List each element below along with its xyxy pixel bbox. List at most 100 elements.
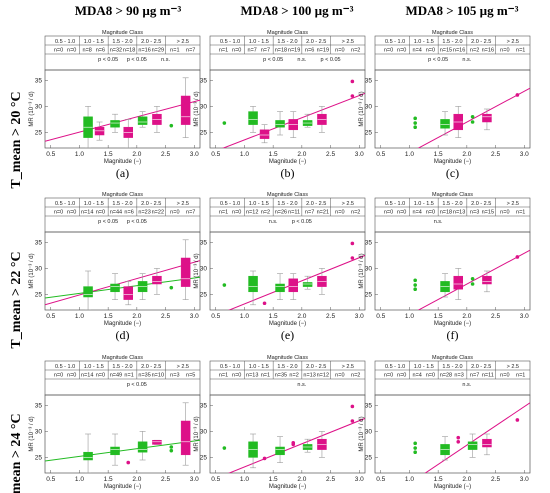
sample-count-label: n=14 bbox=[81, 210, 93, 216]
x-tick-label: 0.5 bbox=[211, 476, 220, 483]
sample-count-label: n=13 bbox=[453, 210, 465, 216]
sample-count-label: n=3 bbox=[170, 373, 179, 379]
panel-label: (g) bbox=[116, 491, 130, 493]
p-value-label: p < 0.05 bbox=[127, 57, 147, 63]
box-plot bbox=[152, 106, 162, 133]
sample-count-label: n=18 bbox=[123, 48, 135, 54]
sample-count-label: n=35 bbox=[138, 373, 150, 379]
box-plot bbox=[83, 270, 93, 310]
panel-label: (b) bbox=[281, 166, 295, 180]
sample-count-label: n=5 bbox=[186, 373, 195, 379]
x-tick-label: 3.0 bbox=[190, 476, 199, 483]
sample-count-label: n=0 bbox=[500, 210, 509, 216]
sample-count-label: n=19 bbox=[288, 48, 300, 54]
outlier-point bbox=[350, 79, 355, 84]
outlier-point bbox=[413, 283, 417, 287]
x-tick-label: 1.0 bbox=[75, 151, 84, 158]
class-label: 0.5 - 1.0 bbox=[220, 39, 240, 45]
outlier-point bbox=[291, 442, 296, 447]
x-tick-label: 1.0 bbox=[240, 151, 249, 158]
x-axis-label: Magnitude (−) bbox=[434, 321, 471, 327]
plot-frame bbox=[209, 231, 366, 311]
x-tick-label: 1.5 bbox=[434, 313, 443, 320]
sample-count-label: n=16 bbox=[482, 48, 494, 54]
outlier-point bbox=[222, 446, 227, 450]
box-plot bbox=[259, 124, 270, 144]
sample-count-label: n=0 bbox=[397, 373, 406, 379]
outlier-point bbox=[515, 255, 520, 259]
x-tick-label: 0.5 bbox=[376, 476, 385, 483]
box-body bbox=[137, 441, 148, 453]
box-body bbox=[110, 120, 120, 128]
box-body bbox=[152, 439, 162, 445]
outlier-point bbox=[262, 301, 267, 306]
sample-count-label: n=12 bbox=[317, 373, 329, 379]
outlier-point bbox=[350, 404, 355, 409]
class-label: 2.0 - 2.5 bbox=[306, 364, 326, 370]
x-tick-label: 0.5 bbox=[376, 151, 385, 158]
class-label: > 2.5 bbox=[507, 364, 519, 370]
class-label: 2.0 - 2.5 bbox=[141, 39, 161, 45]
box-plot bbox=[317, 106, 327, 133]
x-tick-label: 2.0 bbox=[132, 151, 141, 158]
class-label: 2.0 - 2.5 bbox=[306, 39, 326, 45]
outlier-point bbox=[413, 116, 417, 121]
sample-count-label: n=7 bbox=[186, 48, 195, 54]
sample-count-label: n=2 bbox=[351, 373, 360, 379]
x-tick-label: 3.0 bbox=[355, 151, 364, 158]
p-value-label: n.s. bbox=[297, 382, 306, 388]
class-label: 2.0 - 2.5 bbox=[141, 364, 161, 370]
x-tick-label: 2.5 bbox=[326, 476, 335, 483]
box-plot bbox=[180, 402, 191, 466]
x-tick-label: 3.0 bbox=[355, 313, 364, 320]
class-label: > 2.5 bbox=[342, 39, 354, 45]
plot-frame bbox=[374, 394, 531, 474]
x-tick-label: 3.0 bbox=[190, 313, 199, 320]
sample-count-label: n=8 bbox=[83, 48, 92, 54]
x-axis-label: Magnitude (−) bbox=[269, 159, 306, 165]
sample-count-label: n=2 bbox=[289, 373, 298, 379]
class-label: 1.0 - 1.5 bbox=[249, 201, 269, 207]
sample-count-label: n=19 bbox=[317, 48, 329, 54]
sample-count-label: n=6 bbox=[305, 48, 314, 54]
x-tick-label: 0.5 bbox=[211, 151, 220, 158]
plot-area bbox=[413, 402, 530, 473]
plot-frame bbox=[44, 394, 201, 474]
box-body bbox=[482, 438, 492, 448]
x-tick-label: 0.5 bbox=[376, 313, 385, 320]
box-body bbox=[467, 441, 478, 450]
panel: Magnitude Class 0.5 - 1.0 1.0 - 1.5 1.5 - 2… bbox=[359, 355, 531, 493]
x-tick-label: 2.5 bbox=[161, 313, 170, 320]
sample-count-label: n=35 bbox=[275, 373, 287, 379]
x-tick-label: 3.0 bbox=[190, 151, 199, 158]
class-label: 1.5 - 2.0 bbox=[442, 364, 462, 370]
class-label: 0.5 - 1.0 bbox=[220, 364, 240, 370]
x-axis-label: Magnitude (−) bbox=[104, 484, 141, 490]
class-label: 1.0 - 1.5 bbox=[414, 39, 434, 45]
x-axis-label: Magnitude (−) bbox=[269, 321, 306, 327]
class-label: > 2.5 bbox=[342, 201, 354, 207]
sample-count-label: n=1 bbox=[170, 48, 179, 54]
sample-count-label: n=3 bbox=[470, 210, 479, 216]
sample-count-label: n=0 bbox=[54, 210, 63, 216]
p-value-label: p < 0.05 bbox=[127, 219, 147, 225]
column-header-3: MDA8 > 105 µg m⁻³ bbox=[405, 3, 518, 18]
x-tick-label: 2.5 bbox=[491, 151, 500, 158]
sample-count-label: n=44 bbox=[110, 210, 122, 216]
outlier-point bbox=[169, 285, 174, 290]
class-label: 2.0 - 2.5 bbox=[306, 201, 326, 207]
sample-count-label: n=1 bbox=[219, 48, 228, 54]
x-tick-label: 1.5 bbox=[269, 476, 278, 483]
plot-frame bbox=[44, 231, 201, 311]
x-tick-label: 3.0 bbox=[355, 476, 364, 483]
panel: Magnitude Class 0.5 - 1.0 1.0 - 1.5 1.5 - 2… bbox=[29, 355, 201, 493]
sample-count-label: n=14 bbox=[81, 373, 93, 379]
outlier-point bbox=[413, 121, 417, 125]
magnitude-class-title: Magnitude Class bbox=[432, 355, 473, 361]
box-plot bbox=[440, 436, 450, 461]
outlier-point bbox=[413, 287, 417, 292]
box-body bbox=[453, 275, 463, 290]
outlier-point bbox=[413, 441, 417, 446]
class-label: 1.0 - 1.5 bbox=[84, 364, 104, 370]
